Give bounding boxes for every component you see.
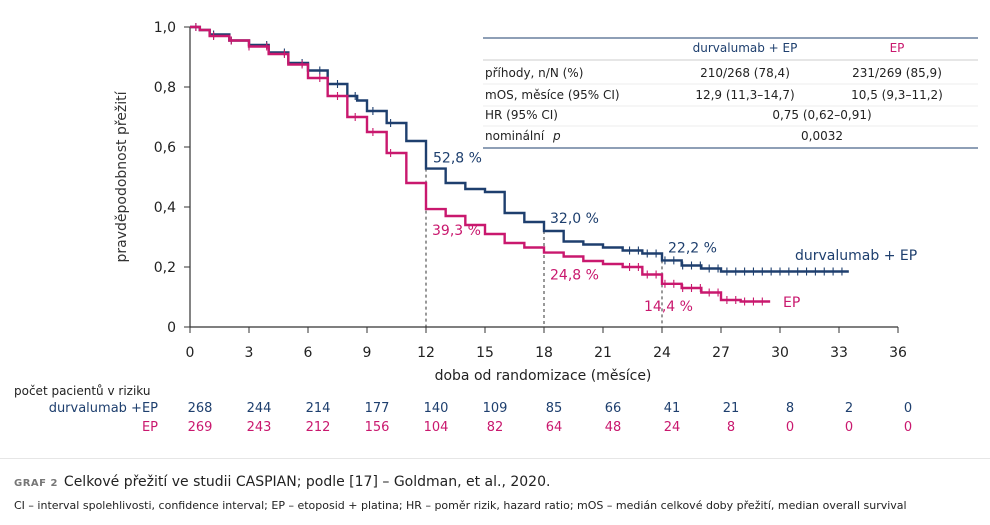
risk-value: 0 xyxy=(904,401,912,416)
table-row-label-italic: p xyxy=(552,129,561,143)
figure-caption: GRAF 2 Celkové přežití ve studii CASPIAN;… xyxy=(14,474,550,490)
risk-value: 24 xyxy=(664,420,681,435)
x-tick-label: 30 xyxy=(771,345,789,361)
risk-value: 212 xyxy=(306,420,331,435)
table-cell: 10,5 (9,3–11,2) xyxy=(851,88,943,102)
end-label-durvalumab-ep: durvalumab + EP xyxy=(795,248,917,264)
annotation-label: 14,4 % xyxy=(644,299,693,315)
end-label-ep: EP xyxy=(783,295,800,311)
risk-value: 0 xyxy=(786,420,794,435)
x-tick-label: 27 xyxy=(712,345,730,361)
series-line-durvalumab-ep xyxy=(190,25,849,273)
x-tick-label: 18 xyxy=(535,345,553,361)
stats-table: durvalumab + EP EP příhody, n/N (%) 210/268… xyxy=(483,37,978,149)
table-cell: 0,75 (0,62–0,91) xyxy=(772,108,871,122)
risk-value: 48 xyxy=(605,420,622,435)
table-cell: 0,0032 xyxy=(801,129,843,143)
table-row-label: mOS, měsíce (95% CI) xyxy=(485,88,620,102)
annotation-label: 32,0 % xyxy=(550,211,599,227)
risk-row-label: durvalumab +EP xyxy=(49,401,158,416)
risk-value: 21 xyxy=(723,401,740,416)
annotation-label: 24,8 % xyxy=(550,268,599,284)
x-tick-label: 24 xyxy=(653,345,671,361)
table-row-label: HR (95% CI) xyxy=(485,108,558,122)
risk-value: 64 xyxy=(546,420,563,435)
risk-table-title: počet pacientů v riziku xyxy=(14,384,150,398)
caption-separator xyxy=(0,458,990,459)
risk-value: 177 xyxy=(365,401,390,416)
risk-value: 244 xyxy=(247,401,272,416)
annotations-layer: 52,8 % 39,3 % 32,0 % 24,8 % 22,2 % 14,4 % durv… xyxy=(432,151,917,315)
table-header-ep: EP xyxy=(890,41,905,55)
risk-value: 268 xyxy=(188,401,213,416)
risk-value: 85 xyxy=(546,401,563,416)
risk-value: 8 xyxy=(786,401,794,416)
caption-text: Celkové přežití ve studii CASPIAN; podle… xyxy=(63,474,551,490)
y-tick-label: 0,6 xyxy=(154,140,176,156)
risk-value: 140 xyxy=(424,401,449,416)
y-tick-label: 0,4 xyxy=(154,200,176,216)
risk-value: 156 xyxy=(365,420,390,435)
risk-value: 2 xyxy=(845,401,853,416)
table-cell: 231/269 (85,9) xyxy=(852,66,942,80)
x-tick-label: 12 xyxy=(417,345,435,361)
x-tick-label: 15 xyxy=(476,345,494,361)
x-tick-label: 36 xyxy=(889,345,907,361)
y-axis-label: pravděpodobnost přežití xyxy=(114,90,130,262)
table-row-label: nominální xyxy=(485,129,545,143)
series-layer xyxy=(190,23,849,306)
risk-value: 269 xyxy=(188,420,213,435)
y-tick-label: 0 xyxy=(167,320,176,336)
y-tick-label: 0,8 xyxy=(154,80,176,96)
risk-value: 109 xyxy=(483,401,508,416)
y-tick-label: 0,2 xyxy=(154,260,176,276)
risk-value: 243 xyxy=(247,420,272,435)
table-header-durvalumab-ep: durvalumab + EP xyxy=(693,41,798,55)
x-axis-label: doba od randomizace (měsíce) xyxy=(435,368,652,384)
annotation-label: 22,2 % xyxy=(668,240,717,256)
x-tick-label: 9 xyxy=(363,345,372,361)
risk-value: 41 xyxy=(664,401,681,416)
x-tick-label: 0 xyxy=(186,345,195,361)
risk-value: 104 xyxy=(424,420,449,435)
x-tick-label: 3 xyxy=(245,345,254,361)
risk-value: 66 xyxy=(605,401,622,416)
risk-row-label: EP xyxy=(142,420,158,435)
x-tick-label: 6 xyxy=(304,345,313,361)
risk-value: 0 xyxy=(904,420,912,435)
footnote: CI – interval spolehlivosti, confidence … xyxy=(14,499,907,512)
annotation-label: 52,8 % xyxy=(433,151,482,167)
risk-value: 8 xyxy=(727,420,735,435)
caption-label: GRAF 2 xyxy=(14,478,58,489)
x-tick-label: 21 xyxy=(594,345,612,361)
table-cell: 210/268 (78,4) xyxy=(700,66,790,80)
annotation-label: 39,3 % xyxy=(432,223,481,239)
table-row-label: příhody, n/N (%) xyxy=(485,66,583,80)
risk-value: 82 xyxy=(487,420,504,435)
risk-table: durvalumab +EP 268 244 214 177 140 109 85 66 41 21… xyxy=(49,401,912,435)
series-line-ep xyxy=(190,25,771,303)
risk-value: 0 xyxy=(845,420,853,435)
risk-value: 214 xyxy=(306,401,331,416)
table-cell: 12,9 (11,3–14,7) xyxy=(695,88,794,102)
y-tick-label: 1,0 xyxy=(154,20,176,36)
x-tick-label: 33 xyxy=(830,345,848,361)
